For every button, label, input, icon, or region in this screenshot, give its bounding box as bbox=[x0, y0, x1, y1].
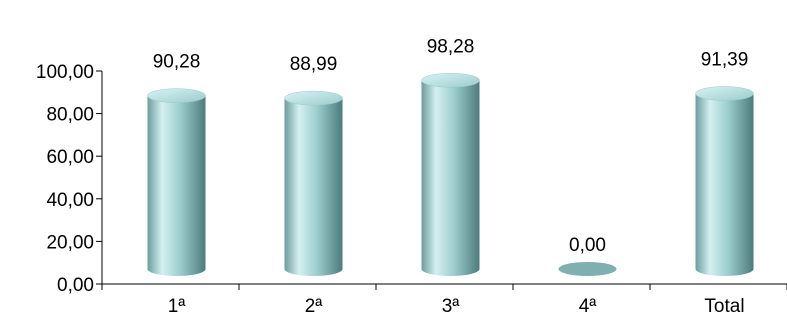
bar-body bbox=[695, 93, 754, 277]
category-label: 2ª bbox=[305, 296, 324, 317]
y-tick-label: 40,00 bbox=[46, 190, 94, 211]
bar-body bbox=[421, 80, 480, 276]
y-ticks: 0,00 20,00 40,00 60,00 80,00 100,00 bbox=[36, 62, 102, 296]
bar-body bbox=[284, 98, 343, 277]
category-label: 4ª bbox=[579, 296, 598, 317]
data-label: 91,39 bbox=[701, 50, 749, 71]
x-ticks bbox=[101, 284, 787, 290]
bar-3 bbox=[421, 73, 480, 276]
category-label: 1ª bbox=[168, 296, 187, 317]
bar-4 bbox=[558, 262, 617, 276]
bar-1 bbox=[147, 88, 206, 276]
category-label: Total bbox=[704, 296, 744, 317]
y-tick-label: 60,00 bbox=[46, 147, 94, 168]
bars bbox=[147, 73, 754, 277]
category-labels: 1ª 2ª 3ª 4ª Total bbox=[168, 296, 745, 317]
y-tick-label: 80,00 bbox=[46, 105, 94, 126]
y-tick-label: 20,00 bbox=[46, 232, 94, 253]
bar-zero-disc bbox=[558, 262, 617, 276]
data-labels: 90,28 88,99 98,28 0,00 91,39 bbox=[153, 36, 749, 256]
bar-top bbox=[147, 88, 206, 103]
bar-body bbox=[147, 95, 206, 276]
bar-2 bbox=[284, 90, 343, 277]
bar-top bbox=[695, 86, 754, 101]
data-label: 98,28 bbox=[427, 36, 475, 57]
data-label: 90,28 bbox=[153, 52, 201, 73]
category-label: 3ª bbox=[442, 296, 461, 317]
y-tick-label: 100,00 bbox=[36, 62, 94, 83]
bar-top bbox=[421, 73, 480, 88]
data-label: 0,00 bbox=[569, 235, 606, 256]
bar-5 bbox=[695, 86, 754, 277]
data-label: 88,99 bbox=[290, 54, 338, 75]
y-tick-label: 0,00 bbox=[57, 275, 94, 296]
bar-top bbox=[284, 90, 343, 106]
